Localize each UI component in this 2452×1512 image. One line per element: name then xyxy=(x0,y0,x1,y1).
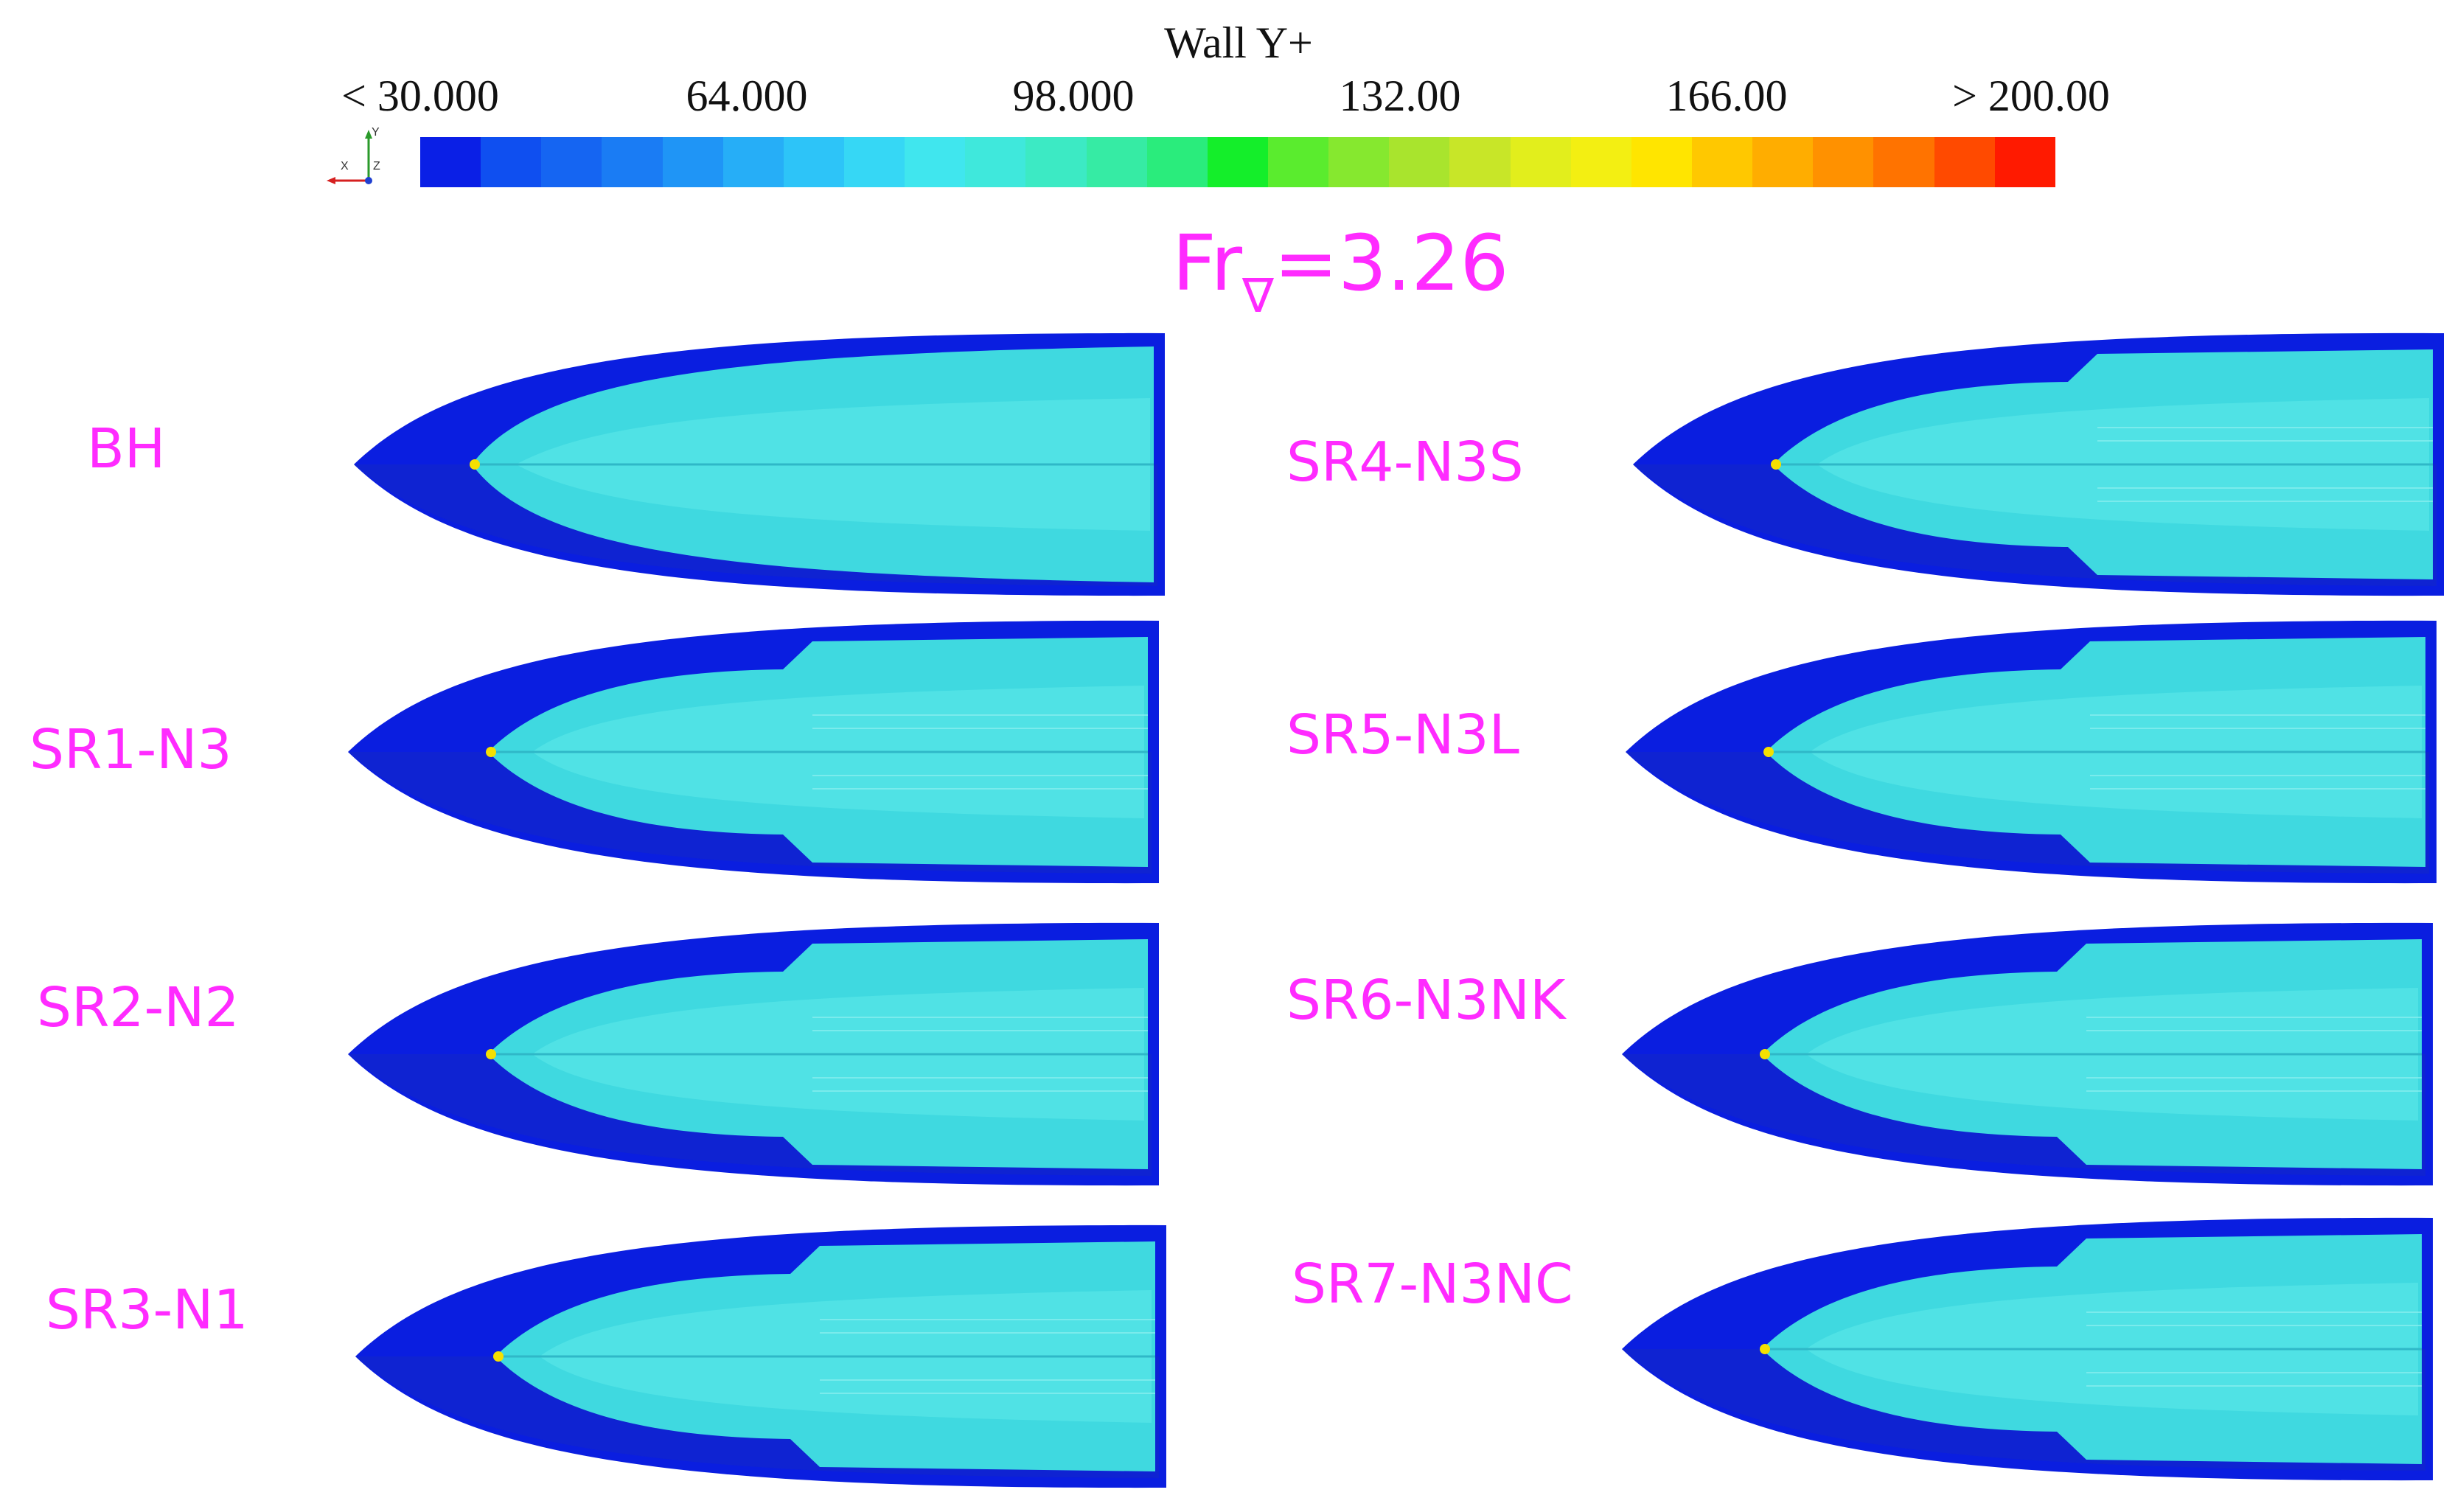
stagnation-point xyxy=(470,459,480,470)
hull-contour-sr5 xyxy=(1626,620,2437,884)
hull-label-sr6: SR6-N3NK xyxy=(1286,969,1566,1032)
hull-label-sr7: SR7-N3NC xyxy=(1292,1253,1573,1316)
colorbar-cell xyxy=(1994,137,2055,187)
colorbar-tick-1: 64.000 xyxy=(686,72,808,120)
colorbar-cell xyxy=(1086,137,1147,187)
colorbar-tick-3: 132.00 xyxy=(1339,72,1461,120)
colorbar-tick-4: 166.00 xyxy=(1665,72,1788,120)
colorbar-cell xyxy=(965,137,1026,187)
colorbar-cell xyxy=(602,137,663,187)
colorbar-cell xyxy=(1570,137,1631,187)
colorbar-cell xyxy=(783,137,844,187)
colorbar-cell xyxy=(1752,137,1814,187)
hull-label-sr1: SR1-N3 xyxy=(29,718,232,781)
stagnation-point xyxy=(1760,1344,1770,1354)
colorbar-cell xyxy=(1025,137,1087,187)
hull-contour-sr3 xyxy=(355,1224,1166,1488)
colorbar xyxy=(420,137,2055,187)
colorbar-tick-0: < 30.000 xyxy=(341,72,499,120)
froude-value: =3.26 xyxy=(1273,218,1509,308)
froude-title: Fr∇=3.26 xyxy=(1172,225,1509,320)
colorbar-title: Wall Y+ xyxy=(1164,18,1313,67)
colorbar-cell xyxy=(843,137,905,187)
colorbar-cell xyxy=(722,137,784,187)
colorbar-cell xyxy=(1873,137,1934,187)
stagnation-point xyxy=(486,1049,496,1059)
colorbar-cell xyxy=(1328,137,1390,187)
colorbar-cell xyxy=(541,137,602,187)
colorbar-cell xyxy=(1207,137,1268,187)
colorbar-cell xyxy=(1146,137,1208,187)
froude-prefix: Fr xyxy=(1172,218,1243,308)
axis-triad-icon: X Y Z xyxy=(324,125,383,192)
hull-label-sr5: SR5-N3L xyxy=(1286,703,1519,767)
axis-z-label: Z xyxy=(373,160,380,173)
colorbar-cell xyxy=(1813,137,1874,187)
colorbar-cell xyxy=(1934,137,1995,187)
hull-label-sr4: SR4-N3S xyxy=(1286,431,1524,494)
hull-contour-sr7 xyxy=(1622,1217,2433,1481)
hull-label-bh: BH xyxy=(87,417,166,481)
colorbar-tick-2: 98.000 xyxy=(1012,72,1135,120)
colorbar-cell xyxy=(1631,137,1692,187)
colorbar-cell xyxy=(1510,137,1571,187)
colorbar-cell xyxy=(1449,137,1511,187)
hull-label-sr2: SR2-N2 xyxy=(37,976,240,1039)
axis-y-label: Y xyxy=(372,126,380,139)
colorbar-cell xyxy=(662,137,723,187)
axis-x-label: X xyxy=(341,160,349,173)
stagnation-point xyxy=(493,1351,504,1362)
colorbar-cell xyxy=(1389,137,1450,187)
hull-contour-bh xyxy=(354,332,1165,596)
hull-contour-sr2 xyxy=(348,922,1159,1186)
hull-contour-sr4 xyxy=(1633,332,2444,596)
colorbar-cell xyxy=(481,137,542,187)
hull-contour-sr6 xyxy=(1622,922,2433,1186)
colorbar-tick-5: > 200.00 xyxy=(1952,72,2110,120)
stagnation-point xyxy=(486,747,496,757)
colorbar-cell xyxy=(1267,137,1329,187)
stagnation-point xyxy=(1763,747,1774,757)
colorbar-cell xyxy=(1691,137,1753,187)
hull-contour-sr1 xyxy=(348,620,1159,884)
hull-label-sr3: SR3-N1 xyxy=(46,1278,248,1342)
colorbar-cell xyxy=(905,137,966,187)
colorbar-cell xyxy=(420,137,481,187)
stagnation-point xyxy=(1771,459,1781,470)
froude-subscript: ∇ xyxy=(1242,269,1274,324)
stagnation-point xyxy=(1760,1049,1770,1059)
